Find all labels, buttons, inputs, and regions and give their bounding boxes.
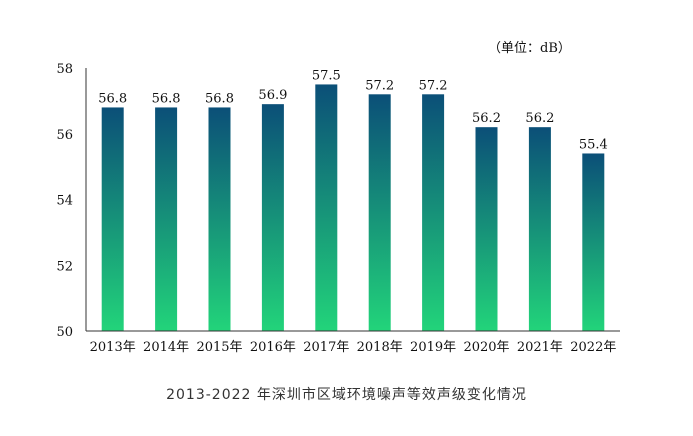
bar-2019年 <box>422 94 445 331</box>
x-tick-label: 2015年 <box>196 340 242 355</box>
x-tick-label: 2014年 <box>143 340 189 355</box>
data-label: 56.8 <box>205 91 234 106</box>
data-label: 56.2 <box>525 111 554 126</box>
bar-2021年 <box>528 127 551 331</box>
chart-caption: 2013-2022 年深圳市区域环境噪声等效声级变化情况 <box>166 387 527 403</box>
bar-2020年 <box>475 127 498 331</box>
x-tick-label: 2013年 <box>90 340 136 355</box>
x-tick-label: 2021年 <box>517 340 563 355</box>
bar-2013年 <box>101 107 124 331</box>
x-tick-label: 2019年 <box>410 340 456 355</box>
bars <box>101 84 605 331</box>
x-tick-label: 2022年 <box>570 340 616 355</box>
data-label: 57.2 <box>419 78 448 93</box>
bar-2022年 <box>582 153 605 331</box>
bar-2014年 <box>155 107 178 331</box>
data-label: 56.8 <box>98 91 127 106</box>
bar-2016年 <box>261 104 284 331</box>
data-label: 56.8 <box>152 91 181 106</box>
x-tick-label: 2017年 <box>303 340 349 355</box>
data-label: 56.2 <box>472 111 501 126</box>
bar-2018年 <box>368 94 391 331</box>
data-label: 55.4 <box>579 137 608 152</box>
y-tick-label: 54 <box>56 194 73 209</box>
bar-2017年 <box>315 84 338 331</box>
bar-2015年 <box>208 107 231 331</box>
data-label: 57.2 <box>365 78 394 93</box>
y-tick-label: 58 <box>56 62 73 77</box>
y-tick-label: 56 <box>56 128 73 143</box>
data-label: 56.9 <box>258 88 287 103</box>
x-axis: 2013年 2014年 2015年 2016年 2017年 2018年 2019年 2020年… <box>86 330 620 355</box>
unit-label: （单位：dB） <box>488 41 571 56</box>
data-label: 57.5 <box>312 68 341 83</box>
data-labels: 56.8 56.8 56.8 56.9 57.5 57.2 57.2 56.2 56.2 55.4 <box>98 68 608 152</box>
y-tick-label: 52 <box>56 259 73 274</box>
x-tick-label: 2016年 <box>250 340 296 355</box>
y-axis: 50 52 54 56 58 <box>56 62 87 340</box>
x-tick-label: 2020年 <box>463 340 509 355</box>
y-tick-label: 50 <box>56 325 73 340</box>
x-tick-label: 2018年 <box>357 340 403 355</box>
